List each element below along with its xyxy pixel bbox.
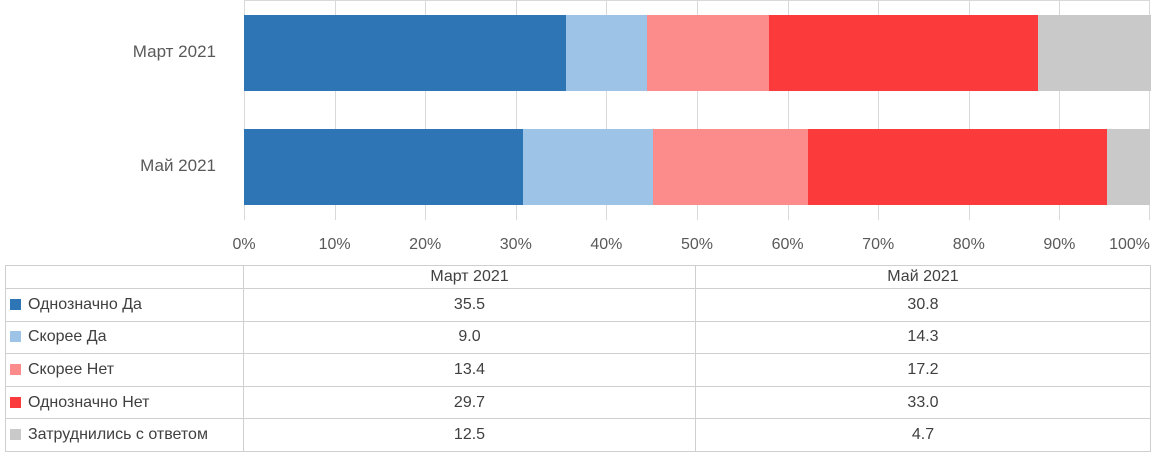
value-cell: 33.0: [695, 385, 1151, 420]
x-tick-label: 50%: [680, 236, 714, 253]
legend-cell: Однозначно Нет: [5, 385, 244, 420]
bar-segment: [808, 129, 1108, 205]
gridline: [1149, 1, 1150, 220]
category-label: Март 2021: [132, 42, 216, 61]
bar-Март 2021: [244, 15, 1151, 91]
table-corner-cell: [5, 265, 244, 289]
plot-area: [244, 0, 1151, 220]
legend-swatch: [10, 429, 21, 441]
legend-cell: Скорее Нет: [5, 353, 244, 387]
value-cell: 29.7: [243, 385, 696, 420]
bar-segment: [1107, 129, 1150, 205]
data-table: Март 2021 Май 2021 Однозначно Да 35.5 30.8…: [5, 265, 1151, 452]
table-row: Скорее Да 9.0 14.3: [5, 320, 1151, 355]
table-row: Скорее Нет 13.4 17.2: [5, 353, 1151, 387]
gridline: [515, 1, 517, 220]
legend-cell: Однозначно Да: [5, 288, 244, 322]
gridline: [697, 1, 698, 220]
legend-swatch: [10, 363, 21, 375]
bar-segment: [244, 15, 566, 91]
bar-Май 2021: [244, 129, 1150, 205]
x-tick-label: 0%: [232, 236, 256, 253]
table-row: Затруднились с ответом 12.5 4.7: [5, 418, 1151, 452]
bar-segment: [647, 15, 769, 91]
value-cell: 12.5: [243, 418, 696, 452]
bar-segment: [523, 129, 653, 205]
column-header: Март 2021: [243, 265, 696, 289]
value-cell: 14.3: [695, 320, 1151, 355]
legend-swatch: [10, 331, 21, 343]
x-axis: 0% 10% 20% 30% 40% 50% 60% 70% 80% 90% 100%: [232, 234, 1150, 258]
x-tick-label: 10%: [318, 236, 351, 253]
legend-label: Затруднились с ответом: [28, 426, 208, 444]
x-tick-label: 20%: [409, 236, 442, 253]
bar-segment: [652, 129, 809, 205]
gridline: [244, 1, 245, 220]
column-header: Май 2021: [695, 265, 1151, 289]
table-row: Однозначно Да 35.5 30.8: [5, 288, 1151, 322]
gridline: [1059, 1, 1061, 220]
gridline: [878, 1, 880, 220]
x-tick-label: 30%: [499, 236, 532, 253]
gridline: [606, 1, 608, 220]
legend-label: Однозначно Да: [28, 295, 142, 313]
x-tick-label: 40%: [590, 236, 623, 253]
value-cell: 4.7: [695, 418, 1151, 452]
value-cell: 13.4: [243, 353, 696, 387]
x-tick-label: 100%: [1109, 236, 1150, 253]
bar-segment: [244, 129, 524, 205]
legend-label: Скорее Да: [28, 328, 107, 346]
gridline: [787, 1, 789, 220]
value-cell: 35.5: [243, 288, 696, 322]
table-row: Однозначно Нет 29.7 33.0: [5, 385, 1151, 420]
gridline: [425, 1, 427, 220]
legend-swatch: [10, 298, 21, 310]
x-tick-label: 90%: [1043, 236, 1076, 253]
x-tick-label: 70%: [862, 236, 895, 253]
bar-segment: [1037, 15, 1151, 91]
bar-segment: [565, 15, 648, 91]
gridline: [968, 1, 970, 220]
legend-label: Скорее Нет: [28, 360, 115, 378]
table-header-row: Март 2021 Май 2021: [5, 265, 1151, 289]
category-label: Май 2021: [140, 156, 216, 175]
gridline: [334, 1, 336, 220]
value-cell: 17.2: [695, 353, 1151, 387]
value-cell: 30.8: [695, 288, 1151, 322]
value-cell: 9.0: [243, 320, 696, 355]
x-tick-label: 80%: [952, 236, 985, 253]
legend-swatch: [10, 396, 21, 408]
legend-cell: Скорее Да: [5, 320, 244, 355]
legend-cell: Затруднились с ответом: [5, 418, 244, 452]
legend-label: Однозначно Нет: [28, 393, 150, 411]
x-tick-label: 60%: [771, 236, 804, 253]
bar-segment: [768, 15, 1038, 91]
